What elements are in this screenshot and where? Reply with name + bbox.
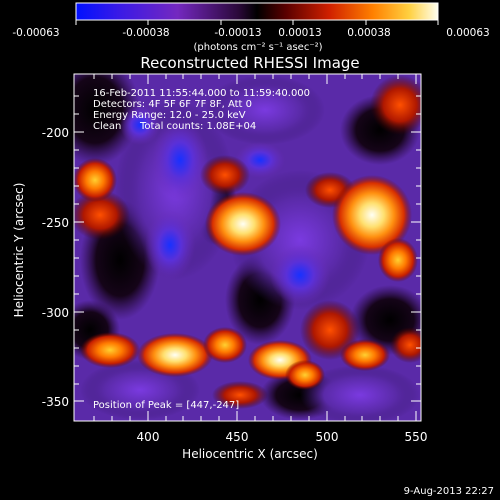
colorbar-units: (photons cm⁻² s⁻¹ asec⁻²) (193, 42, 322, 53)
y-tick-label: -350 (42, 395, 69, 409)
x-tick-label: 550 (405, 430, 428, 444)
annotation-peak-position: Position of Peak = [447,-247] (93, 400, 239, 411)
colorbar (75, 2, 439, 21)
y-tick-label: -200 (42, 126, 69, 140)
plot-frame (73, 73, 422, 422)
annotation-time-range: 16-Feb-2011 11:55:44.000 to 11:59:40.000 (93, 88, 310, 99)
rhessi-image (74, 74, 421, 421)
footer-date: 9-Aug-2013 22:27 (404, 486, 494, 497)
x-tick-label: 400 (137, 430, 160, 444)
colorbar-tick-label: -0.00038 (122, 27, 169, 39)
annotation-total-counts: Total counts: 1.08E+04 (139, 121, 256, 132)
colorbar-tick-label: 0.00063 (446, 27, 489, 39)
colorbar-tick-label: -0.00013 (214, 27, 261, 39)
colorbar-tick-label: -0.00063 (12, 27, 59, 39)
annotation-detectors: Detectors: 4F 5F 6F 7F 8F, Att 0 (93, 99, 252, 110)
y-tick-label: -250 (42, 216, 69, 230)
axis-ticks (74, 74, 421, 421)
annotation-energy-range: Energy Range: 12.0 - 25.0 keV (93, 110, 246, 121)
annotation-method: Clean (93, 121, 121, 132)
x-tick-label: 450 (226, 430, 249, 444)
plot-title: Reconstructed RHESSI Image (140, 54, 359, 72)
x-axis-label: Heliocentric X (arcsec) (182, 447, 318, 461)
colorbar-tick-label: 0.00013 (278, 27, 321, 39)
x-tick-label: 500 (316, 430, 339, 444)
colorbar-tick-label: 0.00038 (347, 27, 390, 39)
y-tick-label: -300 (42, 306, 69, 320)
colorbar-ticks (75, 20, 439, 25)
y-axis-label: Heliocentric Y (arcsec) (12, 183, 26, 318)
